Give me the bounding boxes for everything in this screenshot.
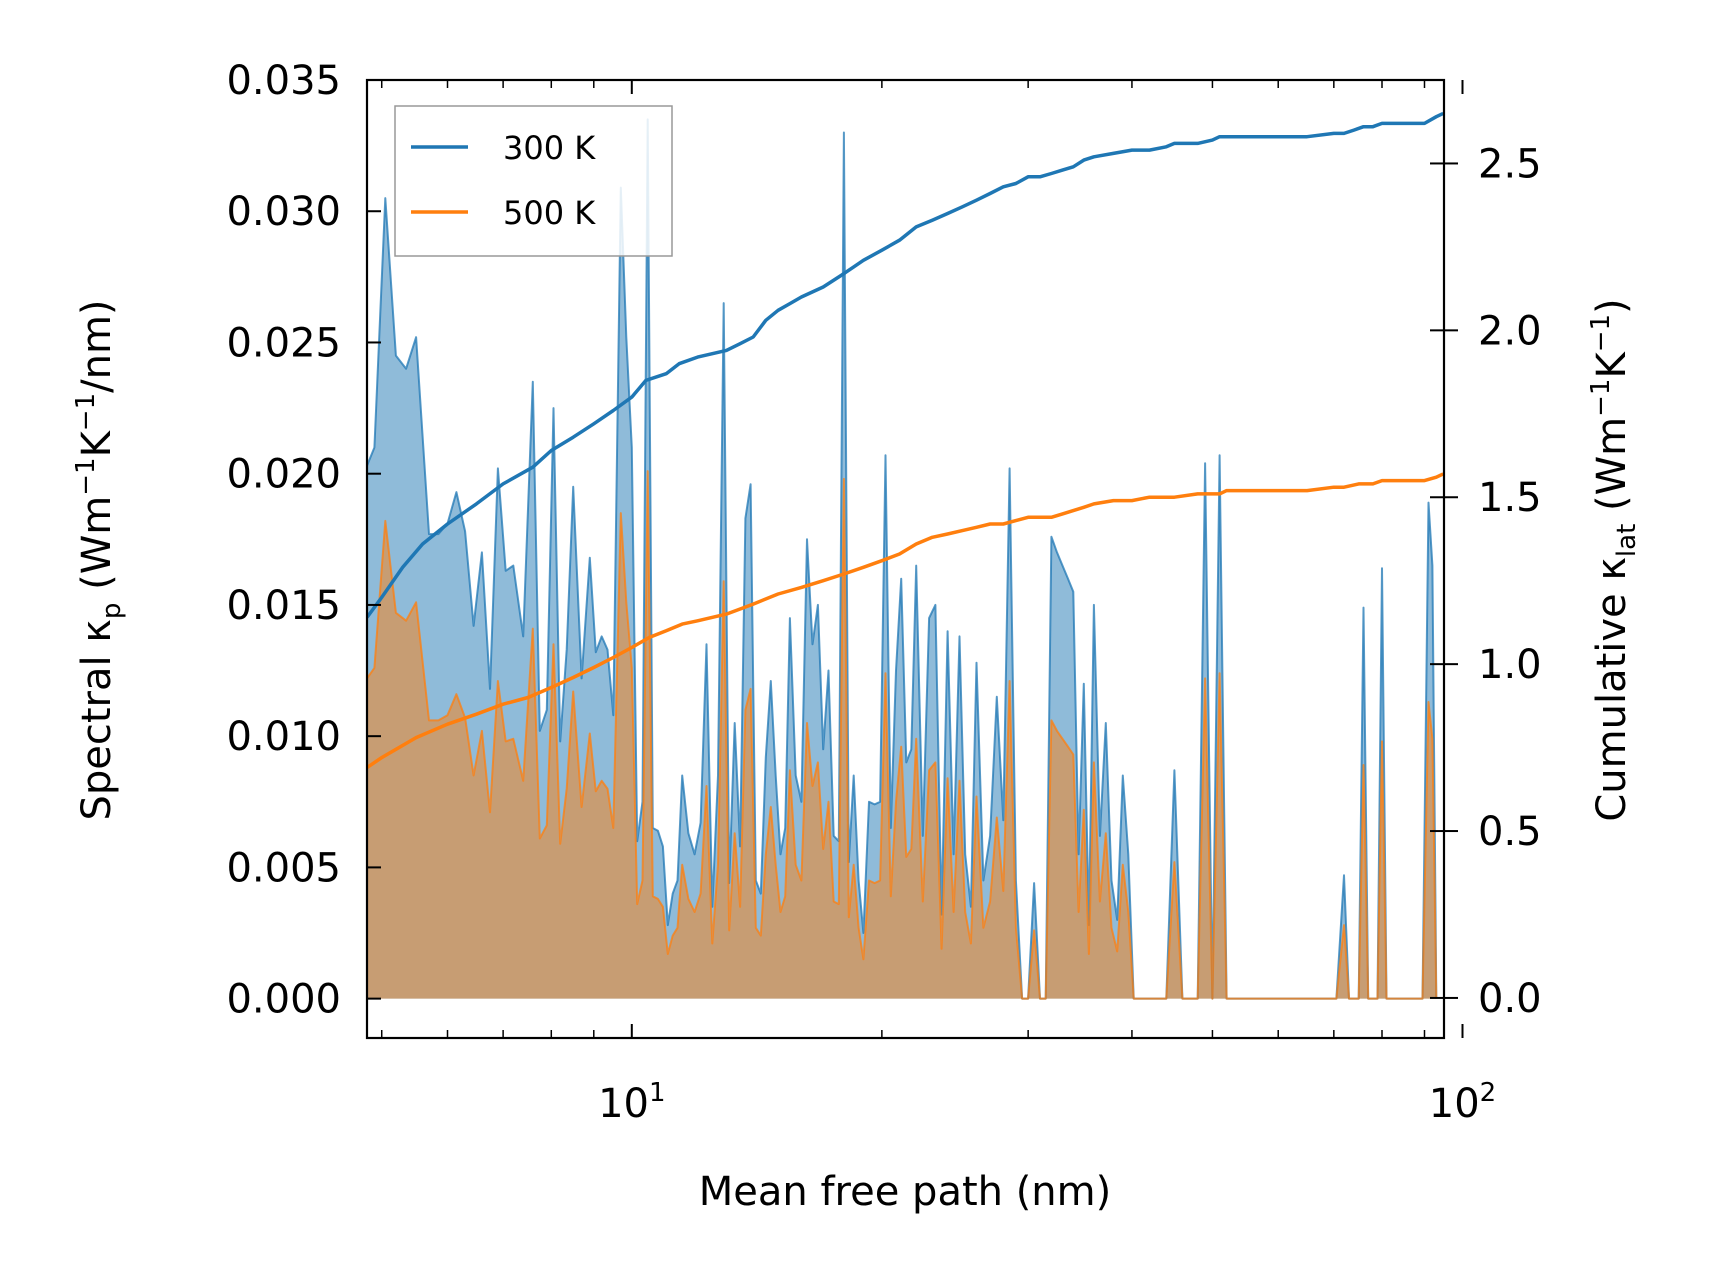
x-major-labels: 101 102 xyxy=(598,1078,1496,1127)
y-left-tick-label: 0.025 xyxy=(226,320,341,366)
y-left-title-sup: −1 xyxy=(71,393,101,431)
y-right-title-sup: −1 xyxy=(1586,379,1616,417)
x-tick-exponent: 1 xyxy=(649,1078,666,1108)
y-left-title-sub: p xyxy=(97,603,127,620)
y-left-axis-title: Spectral κp (Wm−1K−1/nm) xyxy=(71,299,127,820)
cumulative-lines xyxy=(367,111,1444,770)
y-right-title-part: (Wm xyxy=(1589,417,1635,524)
y-right-title-part: K xyxy=(1589,351,1635,379)
y-right-tick-label: 2.5 xyxy=(1478,141,1542,187)
x-major-tick-label: 101 xyxy=(598,1078,665,1127)
y-right-title-sub: lat xyxy=(1612,524,1642,557)
spectral-fill-500k xyxy=(367,471,1437,999)
y-left-tick-label: 0.035 xyxy=(226,58,341,104)
x-tick-base: 10 xyxy=(1429,1081,1480,1127)
y-left-tick-label: 0.010 xyxy=(226,714,341,760)
y-left-title-part: /nm) xyxy=(74,299,120,392)
y-left-title-part: Spectral κ xyxy=(74,619,120,820)
y-right-title-part: Cumulative κ xyxy=(1589,557,1635,822)
y-right-title-part: ) xyxy=(1589,298,1635,314)
y-left-tick-label: 0.020 xyxy=(226,452,341,498)
y-right-axis-title: Cumulative κlat (Wm−1K−1) xyxy=(1586,298,1642,821)
y-left-tick-label: 0.030 xyxy=(226,189,341,235)
cumulative-line-500k xyxy=(367,472,1444,770)
tick-labels: 0.000 0.005 0.010 0.015 0.020 0.025 0.030 0.035… xyxy=(226,58,1541,1023)
plot-frame xyxy=(365,78,1446,1040)
x-major-tick-label: 102 xyxy=(1429,1078,1496,1127)
y-right-tick-label: 0.5 xyxy=(1478,809,1542,855)
axis-ticks xyxy=(367,79,1464,1038)
legend-label-500k: 500 K xyxy=(503,194,596,232)
y-left-tick-label: 0.015 xyxy=(226,583,341,629)
y-left-tick-label: 0.005 xyxy=(226,845,341,891)
y-right-tick-label: 1.5 xyxy=(1478,475,1542,521)
cumulative-line-300k xyxy=(367,111,1444,619)
y-right-tick-label: 0.0 xyxy=(1478,976,1542,1022)
y-right-tick-label: 1.0 xyxy=(1478,642,1542,688)
legend-label-300k: 300 K xyxy=(503,129,596,167)
spectral-line-500k xyxy=(367,470,1438,1000)
y-right-tick-label: 2.0 xyxy=(1478,308,1542,354)
y-left-tick-label: 0.000 xyxy=(226,977,341,1023)
y-right-title-sup: −1 xyxy=(1586,314,1616,352)
x-axis-title: Mean free path (nm) xyxy=(699,1169,1111,1215)
legend: 300 K 500 K xyxy=(394,105,673,257)
y-left-title-sup: −1 xyxy=(71,457,101,495)
legend-box xyxy=(394,105,673,257)
x-tick-base: 10 xyxy=(598,1081,649,1127)
y-left-title-part: (Wm xyxy=(74,496,120,603)
y-left-title-part: K xyxy=(74,429,120,457)
x-tick-exponent: 2 xyxy=(1480,1078,1497,1108)
spectral-lines xyxy=(367,118,1438,1000)
